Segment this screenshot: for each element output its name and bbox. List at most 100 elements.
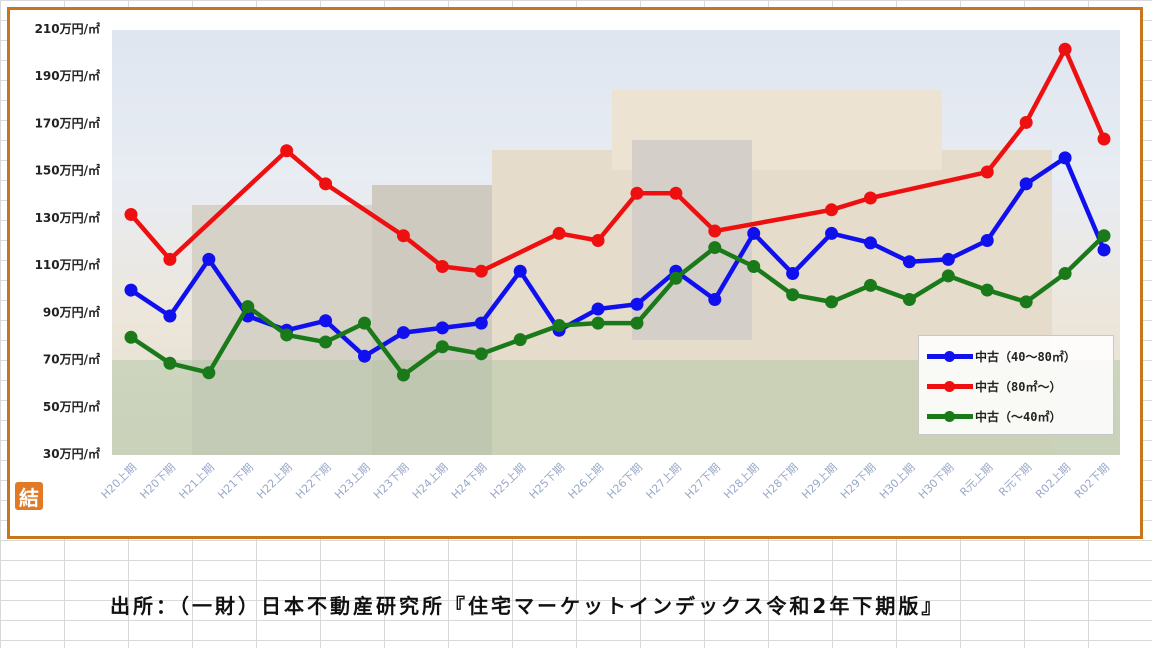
legend-line-blue: [927, 350, 973, 362]
data-point: [474, 264, 488, 278]
data-point: [1019, 295, 1033, 309]
data-point: [1019, 177, 1033, 191]
data-point: [630, 186, 644, 200]
data-point: [591, 302, 605, 316]
legend-label: 中古（～40㎡）: [975, 409, 1062, 424]
y-tick-label: 30万円/㎡: [43, 446, 100, 461]
data-point: [396, 229, 410, 243]
y-tick-label: 50万円/㎡: [43, 399, 100, 414]
data-point: [1097, 229, 1111, 243]
data-point: [124, 208, 138, 222]
x-tick-label: R元下期: [996, 461, 1034, 499]
data-point: [980, 234, 994, 247]
y-tick-label: 190万円/㎡: [35, 68, 100, 83]
data-point: [435, 340, 449, 354]
data-point: [1097, 132, 1111, 146]
data-point: [747, 226, 761, 240]
data-point: [1019, 115, 1033, 129]
data-point: [941, 269, 955, 283]
data-point: [825, 203, 839, 217]
x-tick-label: H20下期: [138, 461, 179, 502]
legend-line-green: [927, 410, 973, 422]
data-point: [513, 264, 527, 278]
data-point: [202, 366, 216, 380]
data-point: [941, 252, 955, 266]
data-point: [396, 368, 410, 382]
data-point: [1058, 42, 1072, 56]
x-axis: H20上期H20下期H21上期H21下期H22上期H22下期H23上期H23下期…: [99, 461, 1113, 502]
x-tick-label: H22下期: [293, 461, 334, 502]
data-point: [630, 316, 644, 330]
x-tick-label: H26上期: [566, 461, 607, 502]
x-tick-label: R02上期: [1033, 461, 1073, 501]
source-caption: 出所：（一財）日本不動産研究所『住宅マーケットインデックス令和2年下期版』: [110, 594, 945, 618]
y-tick-label: 110万円/㎡: [35, 257, 100, 272]
data-point: [863, 278, 877, 292]
x-tick-label: H26下期: [605, 461, 646, 502]
x-tick-label: H23上期: [332, 461, 373, 502]
data-point: [319, 177, 333, 191]
series-group: [124, 42, 1111, 382]
data-point: [1058, 267, 1072, 281]
x-tick-label: H29上期: [799, 461, 840, 502]
data-point: [591, 234, 605, 247]
data-point: [163, 252, 177, 266]
logo-icon: 結: [15, 482, 43, 510]
data-point: [591, 316, 605, 330]
data-point: [319, 335, 333, 349]
data-point: [902, 255, 916, 269]
legend-item-small: 中古（～40㎡）: [927, 406, 1061, 426]
x-tick-label: R02下期: [1072, 461, 1112, 501]
y-tick-label: 170万円/㎡: [35, 115, 100, 130]
data-point: [435, 321, 449, 335]
data-point: [280, 328, 294, 342]
data-point: [825, 295, 839, 309]
x-tick-label: H29下期: [838, 461, 879, 502]
data-point: [474, 316, 488, 330]
data-point: [708, 293, 722, 307]
legend-line-red: [927, 380, 973, 392]
data-point: [124, 283, 138, 297]
x-tick-label: R元上期: [957, 461, 995, 499]
data-point: [241, 300, 255, 314]
x-tick-label: H30下期: [916, 461, 957, 502]
data-point: [669, 271, 683, 285]
x-tick-label: H30上期: [877, 461, 918, 502]
data-point: [124, 330, 138, 344]
data-point: [552, 319, 566, 332]
data-point: [202, 252, 216, 266]
data-point: [708, 224, 722, 238]
legend-label: 中古（80㎡～）: [975, 379, 1062, 394]
y-axis: 210万円/㎡ 190万円/㎡ 170万円/㎡ 150万円/㎡ 130万円/㎡ 110万円…: [35, 21, 100, 461]
y-tick-label: 210万円/㎡: [35, 21, 100, 36]
data-point: [902, 293, 916, 307]
data-point: [358, 349, 372, 363]
data-point: [319, 314, 333, 328]
data-point: [825, 226, 839, 240]
data-point: [435, 259, 449, 273]
x-tick-label: H21下期: [215, 461, 256, 502]
data-point: [980, 283, 994, 297]
x-tick-label: H24下期: [449, 461, 490, 502]
x-tick-label: H25上期: [488, 461, 529, 502]
data-point: [863, 191, 877, 205]
data-point: [513, 333, 527, 347]
legend-label: 中古（40～80㎡）: [975, 349, 1076, 364]
data-point: [786, 288, 800, 302]
data-point: [474, 347, 488, 361]
legend: 中古（40～80㎡） 中古（80㎡～） 中古（～40㎡）: [918, 335, 1114, 435]
x-tick-label: H27下期: [682, 461, 723, 502]
x-tick-label: H21上期: [176, 461, 217, 502]
x-tick-label: H24上期: [410, 461, 451, 502]
data-point: [163, 356, 177, 370]
y-tick-label: 70万円/㎡: [43, 352, 100, 367]
y-tick-label: 90万円/㎡: [43, 304, 100, 319]
data-point: [980, 165, 994, 179]
data-point: [358, 316, 372, 330]
data-point: [163, 309, 177, 323]
y-tick-label: 130万円/㎡: [35, 210, 100, 225]
x-tick-label: H27上期: [643, 461, 684, 502]
y-tick-label: 150万円/㎡: [35, 163, 100, 178]
x-tick-label: H23下期: [371, 461, 412, 502]
data-point: [1097, 243, 1111, 257]
